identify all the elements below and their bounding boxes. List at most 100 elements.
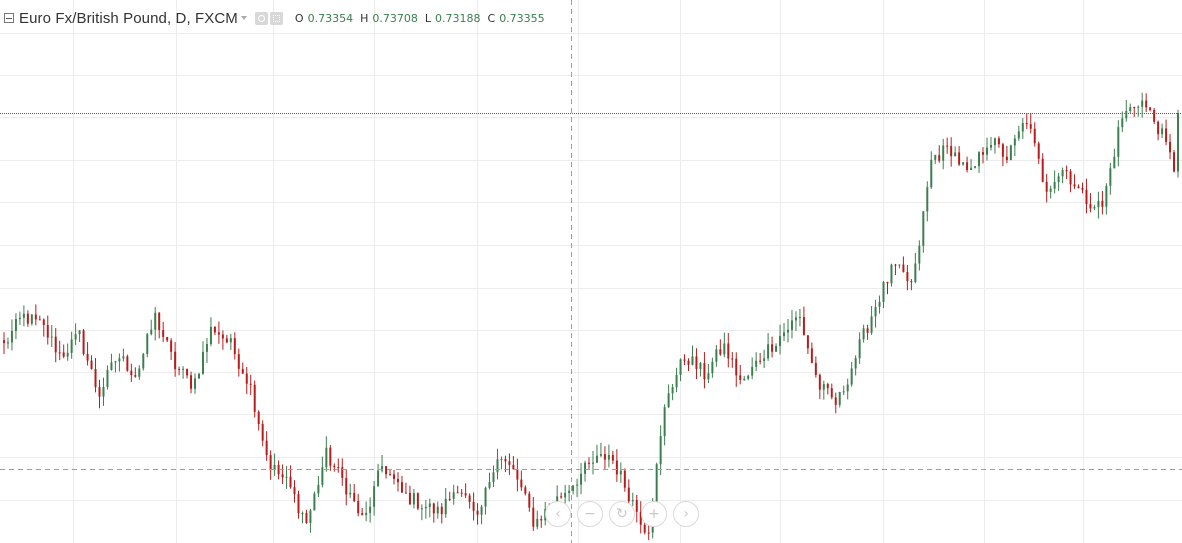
scroll-left-button[interactable]: ‹ <box>545 501 571 527</box>
candle-body <box>297 494 300 514</box>
candle-body <box>90 360 93 369</box>
candle-body <box>385 466 388 475</box>
candle-body <box>1121 118 1124 128</box>
scroll-right-icon: › <box>683 506 689 522</box>
candle-body <box>86 353 89 361</box>
candle-body <box>369 506 372 513</box>
candle-body <box>46 325 49 338</box>
candle-body <box>1093 207 1096 209</box>
candle-body <box>727 343 730 359</box>
candle-body <box>480 506 483 515</box>
candle-body <box>1141 100 1144 107</box>
scroll-left-icon: ‹ <box>555 506 561 522</box>
scroll-right-button[interactable]: › <box>673 501 699 527</box>
series-title[interactable]: Euro Fx/British Pound, D, FXCM <box>19 9 238 27</box>
candle-body <box>878 301 881 307</box>
candle-body <box>420 508 423 510</box>
candle-body <box>14 319 17 332</box>
candle-body <box>289 476 292 488</box>
candle-body <box>38 319 41 321</box>
candle-body <box>882 282 885 302</box>
candle-body <box>1117 127 1120 157</box>
candle-body <box>1145 100 1148 108</box>
candle-body <box>396 478 399 483</box>
candle-body <box>265 440 268 456</box>
candle-body <box>763 358 766 362</box>
candle-body <box>906 271 909 282</box>
candle-body <box>377 470 380 487</box>
candle-body <box>1017 131 1020 139</box>
candle-body <box>926 187 929 212</box>
candle-body <box>217 332 220 335</box>
candle-body <box>134 375 137 377</box>
chevron-down-icon[interactable] <box>240 16 247 20</box>
candle-body <box>78 330 81 335</box>
candle-body <box>711 361 714 374</box>
candle-body <box>1177 113 1180 172</box>
candle-body <box>950 146 953 157</box>
candle-body <box>516 469 519 480</box>
candle-body <box>802 317 805 336</box>
candle-body <box>194 378 197 389</box>
legend-header: Euro Fx/British Pound, D, FXCM O 0.73354… <box>4 8 548 28</box>
candle-body <box>1001 144 1004 157</box>
candle-body <box>743 378 746 380</box>
candle-body <box>962 162 965 165</box>
candle-body <box>329 447 332 466</box>
candle-body <box>607 455 610 460</box>
candle-body <box>655 464 658 504</box>
candle-body <box>213 326 216 333</box>
reset-button[interactable]: ↻ <box>609 501 635 527</box>
candle-body <box>496 459 499 473</box>
candle-body <box>122 356 125 359</box>
candle-body <box>1041 158 1044 182</box>
open-value: 0.73354 <box>307 11 354 25</box>
candle-body <box>850 368 853 385</box>
candle-body <box>898 264 901 266</box>
candle-body <box>253 384 256 412</box>
candle-body <box>966 162 969 170</box>
candle-body <box>197 373 200 379</box>
candle-body <box>942 145 945 161</box>
candle-body <box>345 478 348 495</box>
candle-body <box>1057 176 1060 183</box>
candle-body <box>584 462 587 474</box>
chart-navigation: ‹ − ↻ + › <box>545 501 699 527</box>
candle-body <box>886 282 889 284</box>
candles <box>2 92 1180 541</box>
candle-body <box>631 500 634 502</box>
candle-body <box>1045 181 1048 192</box>
candle-body <box>611 455 614 461</box>
candle-body <box>1165 128 1168 142</box>
candle-body <box>321 467 324 485</box>
candle-body <box>178 369 181 371</box>
candle-body <box>528 493 531 508</box>
candle-body <box>806 335 809 349</box>
candle-body <box>1097 200 1100 208</box>
candle-body <box>794 317 797 321</box>
candle-body <box>1021 123 1024 132</box>
candle-body <box>775 346 778 352</box>
candle-body <box>26 313 29 324</box>
zoom-out-button[interactable]: − <box>577 501 603 527</box>
candle-body <box>532 507 535 527</box>
candle-body <box>520 479 523 488</box>
eye-icon[interactable] <box>254 11 268 25</box>
candle-body <box>814 362 817 375</box>
low-value: 0.73188 <box>435 11 481 25</box>
collapse-icon[interactable] <box>4 13 14 23</box>
ohlc-values: O 0.73354 H 0.73708 L 0.73188 C 0.73355 <box>295 12 548 25</box>
zoom-in-button[interactable]: + <box>641 501 667 527</box>
candle-body <box>456 492 459 494</box>
candle-body <box>723 343 726 355</box>
candle-body <box>1037 143 1040 159</box>
gear-icon[interactable] <box>269 11 283 25</box>
candle-body <box>408 492 411 505</box>
candle-body <box>790 320 793 330</box>
candle-body <box>1157 121 1160 135</box>
candle-body <box>1029 124 1032 129</box>
candle-body <box>818 374 821 390</box>
candle-body <box>94 368 97 388</box>
candle-body <box>146 334 149 355</box>
